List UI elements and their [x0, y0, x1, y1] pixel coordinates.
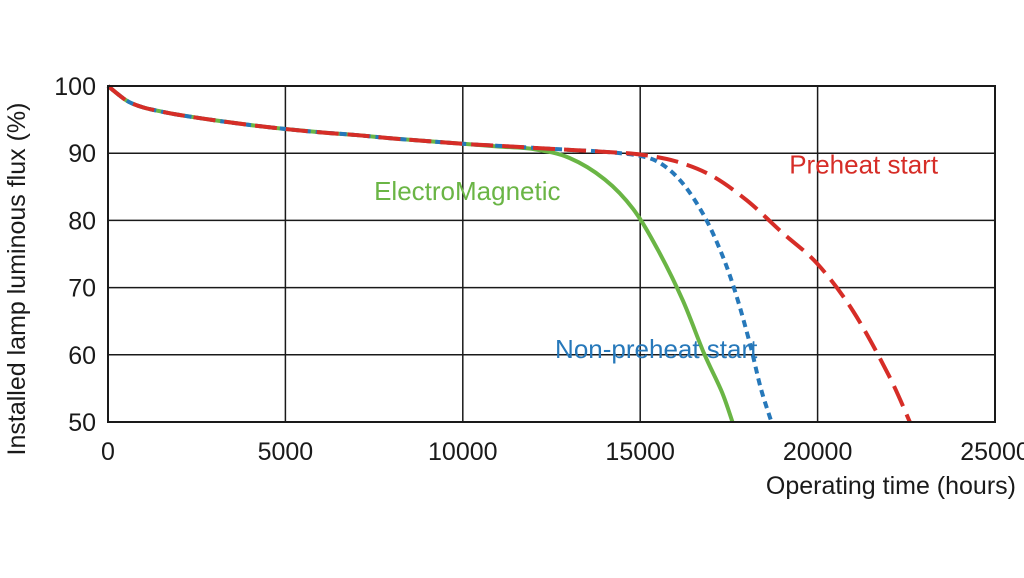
series-lines	[106, 84, 912, 423]
x-tick-label: 10000	[428, 438, 498, 466]
y-tick-label: 90	[68, 140, 96, 168]
x-tick-label: 20000	[783, 438, 853, 466]
series-labels: ElectroMagnetic Non-preheat start Preheat …	[374, 149, 939, 364]
x-tick-label: 5000	[258, 438, 314, 466]
x-tick-label: 15000	[605, 438, 675, 466]
grid	[107, 85, 996, 423]
x-axis-title: Operating time (hours)	[766, 472, 1016, 500]
y-tick-label: 80	[68, 207, 96, 235]
plot-frame	[107, 85, 996, 423]
x-tick-labels: 0 5000 10000 15000 20000 25000	[101, 438, 1024, 466]
y-tick-label: 100	[54, 73, 96, 101]
series-label-non-preheat-start: Non-preheat start	[555, 334, 758, 364]
series-line-preheat-start	[106, 84, 912, 423]
y-tick-label: 70	[68, 275, 96, 303]
series-label-electromagnetic: ElectroMagnetic	[374, 176, 560, 206]
series-line-non-preheat-start	[106, 84, 774, 423]
x-tick-label: 25000	[960, 438, 1024, 466]
y-axis-title: Installed lamp luminous flux (%)	[3, 103, 31, 456]
y-tick-label: 60	[68, 342, 96, 370]
x-tick-label: 0	[101, 438, 115, 466]
series-line-electromagnetic	[106, 84, 735, 423]
y-tick-label: 50	[68, 409, 96, 437]
y-tick-labels: 50 60 70 80 90 100	[54, 73, 96, 437]
series-label-preheat-start: Preheat start	[789, 149, 939, 179]
